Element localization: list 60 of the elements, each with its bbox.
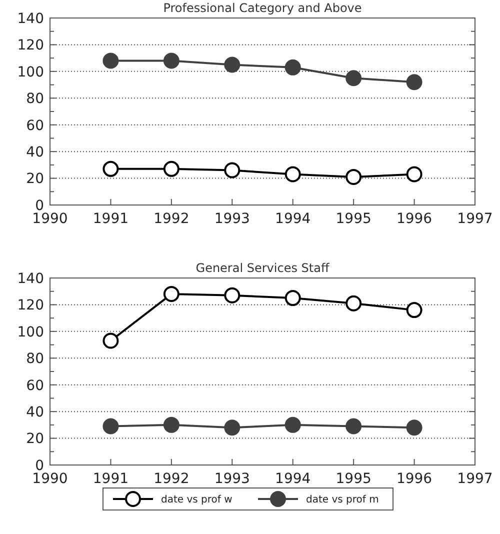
y-tick-label: 0 [35, 198, 44, 214]
point [284, 166, 301, 182]
y-tick-label: 100 [17, 64, 44, 80]
point [284, 290, 301, 306]
y-tick-label: 60 [26, 118, 44, 134]
y-tick-label: 120 [17, 298, 44, 314]
y-tick-label: 120 [17, 38, 44, 54]
point [346, 295, 362, 312]
chart-title: Professional Category and Above [163, 1, 362, 15]
y-tick-label: 20 [26, 431, 44, 448]
x-tick-label: 1992 [154, 211, 190, 227]
y-tick-label: 40 [26, 404, 44, 420]
point [224, 56, 240, 73]
x-tick-label: 1995 [336, 211, 372, 227]
point [163, 286, 180, 302]
point [406, 420, 422, 436]
point [102, 160, 119, 177]
x-tick-label: 1990 [32, 211, 68, 227]
point [406, 302, 422, 318]
point [284, 416, 301, 433]
point [406, 166, 422, 182]
chart-title: General Services Staff [196, 261, 330, 275]
x-tick-label: 1997 [457, 471, 493, 487]
x-tick-label: 1994 [275, 211, 311, 227]
point [163, 160, 180, 177]
y-tick-label: 80 [26, 91, 44, 108]
point [102, 332, 119, 349]
legend-label: date vs prof m [306, 494, 379, 506]
x-tick-label: 1993 [214, 211, 250, 227]
y-tick-label: 60 [26, 378, 44, 394]
y-tick-label: 40 [26, 144, 44, 160]
x-tick-label: 1991 [92, 471, 129, 487]
point [163, 52, 180, 69]
x-tick-label: 1997 [457, 211, 493, 227]
x-tick-label: 1994 [275, 471, 311, 487]
y-tick-label: 20 [26, 171, 44, 188]
point [346, 168, 362, 185]
point [224, 420, 240, 436]
y-tick-label: 140 [17, 270, 44, 287]
point [224, 287, 240, 304]
y-tick-label: 100 [17, 324, 44, 340]
x-tick-label: 1995 [336, 471, 372, 487]
x-tick-label: 1991 [92, 211, 129, 227]
x-tick-label: 1996 [396, 211, 432, 227]
x-tick-label: 1993 [214, 471, 250, 487]
point [224, 162, 240, 178]
point [102, 52, 119, 69]
point [102, 418, 119, 434]
point [163, 416, 180, 433]
x-tick-label: 1992 [154, 471, 190, 487]
point [406, 74, 422, 90]
x-tick-label: 1990 [32, 471, 68, 487]
point [284, 59, 301, 76]
point [346, 70, 362, 86]
y-tick-label: 80 [26, 351, 44, 368]
x-tick-label: 1996 [396, 471, 432, 487]
y-tick-label: 0 [35, 458, 44, 474]
point [346, 418, 362, 434]
legend-label: date vs prof w [161, 494, 232, 506]
y-tick-label: 140 [17, 10, 44, 27]
